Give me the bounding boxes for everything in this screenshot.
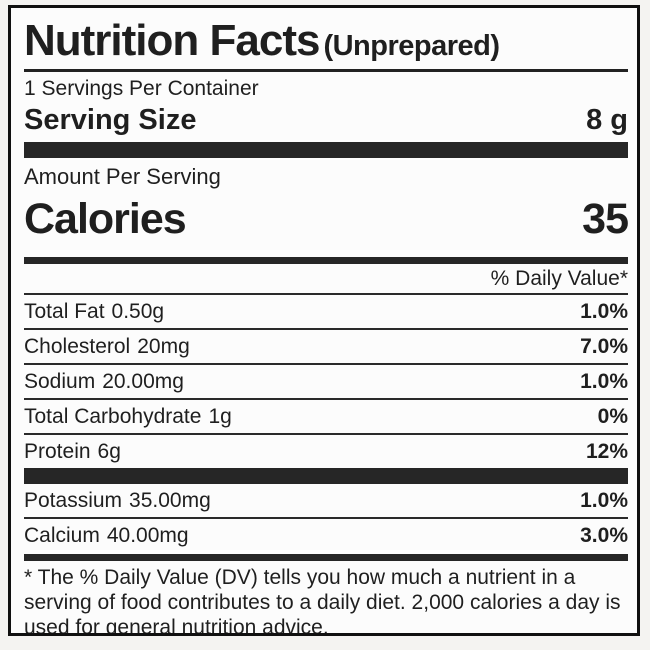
label-title: Nutrition Facts: [24, 16, 320, 65]
daily-value-footnote: * The % Daily Value (DV) tells you how m…: [24, 566, 621, 636]
calories-value: 35: [582, 195, 629, 243]
serving-size-label: Serving Size: [24, 104, 197, 136]
nutrient-row-protein: Protein 6g 12%: [24, 435, 628, 468]
nutrient-row-cholesterol: Cholesterol 20mg 7.0%: [24, 330, 628, 365]
nutrient-name: Total Fat: [24, 300, 105, 323]
nutrient-amount: 35.00mg: [129, 489, 211, 512]
label-title-suffix: (Unprepared): [323, 30, 500, 62]
calories-row: Calories 35: [24, 194, 629, 244]
nutrient-amount: 20mg: [137, 335, 190, 358]
nutrient-label: Sodium 20.00mg: [24, 369, 184, 395]
nutrient-amount: 6g: [97, 440, 121, 463]
daily-value-header-section: % Daily Value*: [24, 257, 628, 295]
medium-bar-above-footnote: [24, 554, 628, 561]
nutrient-label: Potassium 35.00mg: [24, 488, 211, 514]
nutrient-amount: 20.00mg: [102, 370, 184, 393]
nutrient-row-sodium: Sodium 20.00mg 1.0%: [24, 365, 628, 400]
thick-bar-top: [24, 142, 628, 158]
nutrient-label: Calcium 40.00mg: [24, 523, 189, 549]
label-title-row: Nutrition Facts (Unprepared): [24, 16, 628, 66]
nutrient-label: Cholesterol 20mg: [24, 334, 190, 360]
amount-per-serving: Amount Per Serving: [24, 164, 221, 189]
divider-under-dv-header: [24, 293, 628, 295]
nutrient-label: Total Fat 0.50g: [24, 299, 164, 325]
nutrient-row-potassium: Potassium 35.00mg 1.0%: [24, 484, 628, 519]
servings-per-container: 1 Servings Per Container: [24, 77, 259, 100]
nutrient-amount: 0.50g: [111, 300, 165, 323]
nutrient-daily-value: 7.0%: [580, 335, 628, 358]
thick-bar-middle: [24, 468, 628, 484]
nutrient-row-calcium: Calcium 40.00mg 3.0%: [24, 519, 628, 552]
nutrient-daily-value: 1.0%: [580, 300, 628, 323]
nutrition-facts-label: Nutrition Facts (Unprepared) 1 Servings …: [8, 5, 640, 636]
serving-size-row: Serving Size 8 g: [24, 103, 628, 137]
nutrient-name: Sodium: [24, 370, 96, 393]
daily-value-header: % Daily Value*: [490, 267, 628, 290]
nutrient-name: Cholesterol: [24, 335, 131, 358]
nutrient-row-total-fat: Total Fat 0.50g 1.0%: [24, 295, 628, 330]
nutrient-amount: 1g: [208, 405, 232, 428]
serving-size-value: 8 g: [586, 104, 628, 136]
nutrient-name: Protein: [24, 440, 91, 463]
nutrient-label: Protein 6g: [24, 439, 121, 465]
nutrient-label: Total Carbohydrate 1g: [24, 404, 232, 430]
nutrient-amount: 40.00mg: [106, 524, 189, 547]
nutrient-row-total-carbohydrate: Total Carbohydrate 1g 0%: [24, 400, 628, 435]
nutrient-daily-value: 12%: [585, 440, 628, 463]
calories-label: Calories: [24, 195, 187, 243]
divider-under-title: [24, 69, 628, 72]
nutrient-daily-value: 3.0%: [580, 524, 628, 547]
nutrient-name: Total Carbohydrate: [24, 405, 202, 428]
nutrient-daily-value: 1.0%: [580, 370, 628, 393]
medium-bar-under-calories: [24, 257, 628, 264]
nutrient-name: Calcium: [24, 524, 100, 547]
nutrient-daily-value: 0%: [597, 405, 628, 428]
nutrient-daily-value: 1.0%: [580, 489, 628, 512]
nutrient-name: Potassium: [24, 489, 123, 512]
